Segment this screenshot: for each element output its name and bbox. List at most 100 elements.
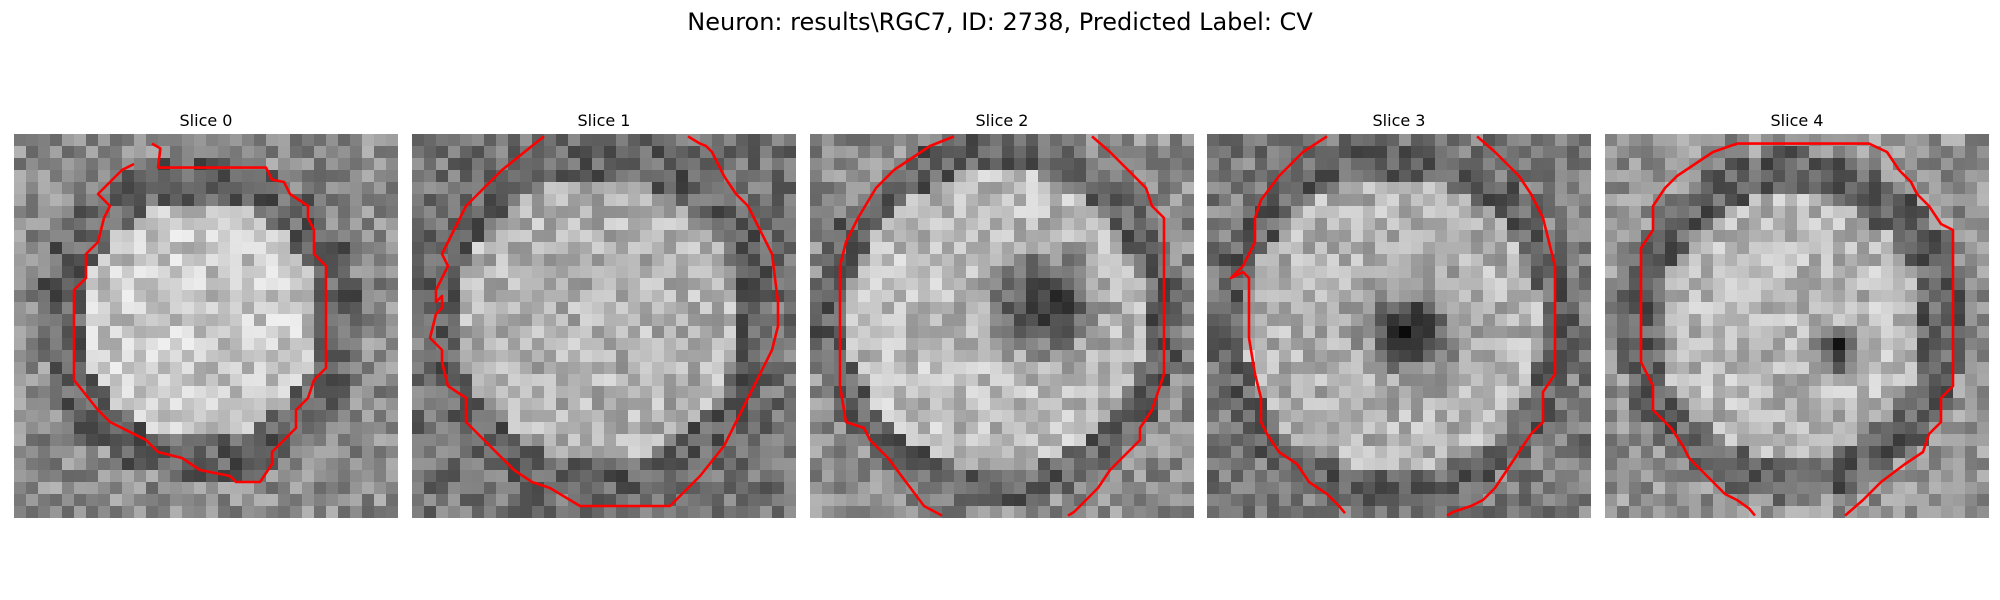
image-pixel [338,422,351,435]
image-pixel [918,242,931,255]
image-pixel [158,314,171,327]
image-pixel [448,266,461,279]
image-pixel [496,194,509,207]
image-pixel [1737,254,1750,267]
image-pixel [314,494,327,507]
image-pixel [1459,254,1472,267]
image-pixel [700,350,713,363]
image-pixel [1086,218,1099,231]
image-pixel [1809,386,1822,399]
image-pixel [1375,482,1388,495]
image-pixel [1555,302,1568,315]
image-pixel [314,182,327,195]
image-pixel [242,338,255,351]
image-pixel [1857,218,1870,231]
image-pixel [1219,206,1232,219]
image-pixel [1002,482,1015,495]
image-pixel [1677,386,1690,399]
image-pixel [930,458,943,471]
image-pixel [942,194,955,207]
image-pixel [374,290,387,303]
image-pixel [508,338,521,351]
image-pixel [374,350,387,363]
image-pixel [1785,242,1798,255]
image-pixel [1351,326,1364,339]
image-pixel [1701,314,1714,327]
image-pixel [1893,278,1906,291]
image-pixel [1411,314,1424,327]
image-pixel [760,482,773,495]
image-pixel [484,362,497,375]
image-pixel [1833,194,1846,207]
image-pixel [1531,230,1544,243]
image-pixel [50,362,63,375]
image-pixel [954,230,967,243]
image-pixel [1519,458,1532,471]
image-pixel [122,434,135,447]
image-pixel [1531,278,1544,291]
image-pixel [810,458,823,471]
image-pixel [86,434,99,447]
image-pixel [218,386,231,399]
image-pixel [1387,338,1400,351]
image-pixel [1605,350,1618,363]
image-pixel [1447,422,1460,435]
image-pixel [760,218,773,231]
image-pixel [1531,482,1544,495]
image-pixel [1641,350,1654,363]
image-pixel [1519,482,1532,495]
image-pixel [1519,350,1532,363]
image-pixel [62,386,75,399]
image-pixel [1917,374,1930,387]
image-pixel [1207,422,1220,435]
image-pixel [1845,254,1858,267]
image-pixel [1905,266,1918,279]
image-pixel [918,350,931,363]
image-pixel [1953,446,1966,459]
image-pixel [544,158,557,171]
image-pixel [1737,374,1750,387]
image-pixel [1665,230,1678,243]
image-pixel [858,386,871,399]
image-pixel [74,314,87,327]
image-pixel [448,326,461,339]
image-pixel [1351,230,1364,243]
image-pixel [990,338,1003,351]
image-pixel [1725,326,1738,339]
image-pixel [170,482,183,495]
image-pixel [1231,422,1244,435]
image-pixel [640,470,653,483]
image-pixel [448,134,461,147]
image-pixel [484,194,497,207]
image-pixel [1303,242,1316,255]
image-pixel [170,146,183,159]
image-pixel [182,326,195,339]
image-pixel [1761,290,1774,303]
image-pixel [362,314,375,327]
image-pixel [1375,506,1388,518]
image-pixel [1965,410,1978,423]
image-pixel [1677,410,1690,423]
image-pixel [1074,230,1087,243]
image-pixel [640,398,653,411]
image-pixel [206,206,219,219]
image-pixel [1507,254,1520,267]
image-pixel [266,338,279,351]
image-pixel [1339,218,1352,231]
image-pixel [508,374,521,387]
image-pixel [978,206,991,219]
image-pixel [110,374,123,387]
image-pixel [1893,218,1906,231]
image-pixel [688,230,701,243]
image-pixel [846,326,859,339]
image-pixel [448,146,461,159]
image-pixel [894,218,907,231]
image-pixel [978,434,991,447]
image-pixel [532,314,545,327]
image-pixel [1917,230,1930,243]
image-pixel [1134,506,1147,518]
image-pixel [218,170,231,183]
image-pixel [1267,290,1280,303]
image-pixel [290,158,303,171]
image-pixel [62,242,75,255]
